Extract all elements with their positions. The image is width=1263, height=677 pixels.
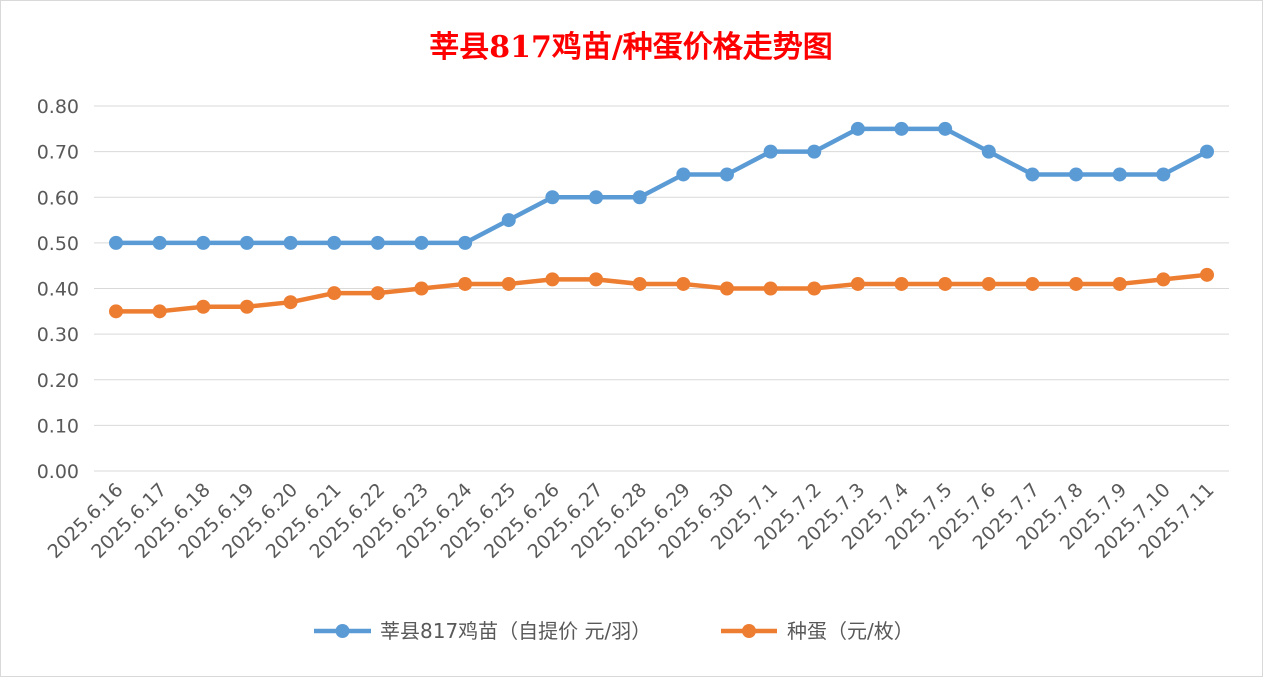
data-point [1069,167,1084,182]
data-point [676,167,691,182]
y-tick-label: 0.60 [37,187,79,209]
series-2 [109,267,1214,319]
data-point [938,121,953,136]
data-point [370,286,385,301]
data-point [152,304,167,319]
y-tick-label: 0.20 [37,370,79,392]
data-point [327,235,342,250]
data-point [719,167,734,182]
data-point [109,304,123,319]
data-point [1025,167,1040,182]
data-point [109,235,123,250]
data-point [458,235,473,250]
data-point [763,281,778,296]
gridlines [94,105,1229,472]
data-point [719,281,734,296]
data-point [807,281,822,296]
data-point [1156,167,1171,182]
data-point [545,190,560,205]
data-point [458,276,473,291]
series-1 [109,121,1214,250]
data-point [545,272,560,287]
data-point [850,276,865,291]
data-point [196,235,211,250]
data-point [501,276,516,291]
data-point [850,121,865,136]
series-line [113,126,1210,246]
legend-item-2: 种蛋（元/枚） [721,619,914,643]
legend-label: 种蛋（元/枚） [787,619,914,643]
legend-item-1: 莘县817鸡苗（自提价 元/羽） [314,619,651,643]
legend: 莘县817鸡苗（自提价 元/羽） 种蛋（元/枚） [314,619,914,643]
data-point [327,286,342,301]
data-point [938,276,953,291]
data-point [632,190,647,205]
y-tick-label: 0.10 [37,415,79,437]
data-point [589,190,604,205]
data-point [676,276,691,291]
data-point [152,235,167,250]
data-point [894,276,909,291]
data-point [239,299,254,314]
y-tick-label: 0.00 [37,461,79,483]
legend-swatch-marker [742,624,756,638]
data-point [981,276,996,291]
series-group [109,121,1214,319]
y-tick-label: 0.80 [37,96,79,118]
data-point [283,295,298,310]
data-point [370,235,385,250]
y-axis-ticks: 0.00 0.10 0.20 0.30 0.40 0.50 0.60 0.70 0.80 [37,96,79,483]
series-line [113,272,1210,314]
y-tick-label: 0.70 [37,142,79,164]
data-point [414,235,429,250]
chart-title: 莘县817鸡苗/种蛋价格走势图 [429,30,833,65]
data-point [239,235,254,250]
x-axis-ticks: 2025.6.162025.6.172025.6.182025.6.192025… [44,479,1219,563]
data-point [894,121,909,136]
data-point [1112,276,1127,291]
data-point [501,213,516,228]
data-point [1156,272,1171,287]
legend-label: 莘县817鸡苗（自提价 元/羽） [380,619,651,643]
data-point [196,299,211,314]
data-point [1112,167,1127,182]
data-point [1200,267,1214,282]
data-point [283,235,298,250]
data-point [414,281,429,296]
data-point [1069,276,1084,291]
data-point [1200,144,1214,159]
data-point [763,144,778,159]
data-point [632,276,647,291]
data-point [807,144,822,159]
y-tick-label: 0.50 [37,233,79,255]
data-point [1025,276,1040,291]
legend-swatch-marker [335,624,350,638]
y-tick-label: 0.40 [37,279,79,301]
y-tick-label: 0.30 [37,324,79,346]
data-point [589,272,604,287]
data-point [981,144,996,159]
